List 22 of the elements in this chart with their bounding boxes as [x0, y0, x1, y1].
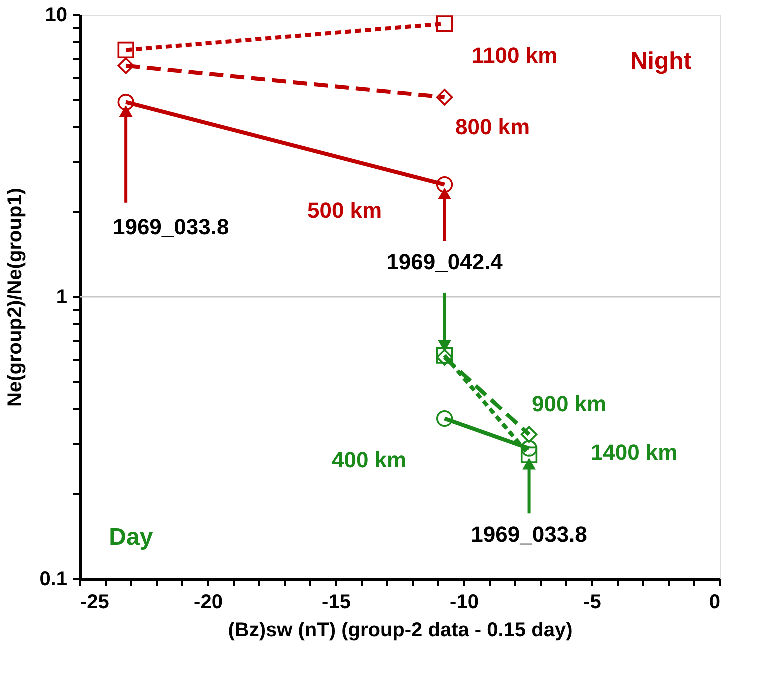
x-tick-label: -15: [322, 592, 351, 614]
series-label: 1100 km: [472, 42, 558, 68]
x-axis-title: (Bz)sw (nT) (group-2 data - 0.15 day): [228, 620, 573, 642]
x-tick-label: -25: [80, 592, 110, 614]
annotation: 1969_033.8: [471, 522, 588, 548]
annotation: 1969_033.8: [112, 214, 230, 240]
x-tick-label: -20: [194, 592, 223, 614]
annotation: Night: [630, 48, 692, 76]
x-tick-label: -5: [584, 592, 602, 614]
y-tick-label: 1: [56, 286, 68, 308]
series-label: 500 km: [307, 198, 382, 223]
annotation: Day: [109, 524, 154, 551]
annotation: 1969_042.4: [386, 250, 504, 275]
x-tick-label: 0: [709, 592, 720, 614]
y-tick-label: 10: [45, 4, 68, 26]
x-tick-label: -10: [450, 592, 479, 614]
y-axis-title: Ne(group2)/Ne(group1): [4, 188, 27, 407]
series-label: 900 km: [532, 392, 607, 417]
series-label: 400 km: [332, 448, 407, 473]
y-tick-label: 0.1: [40, 568, 68, 590]
text: 1400 km: [590, 440, 678, 466]
series-label: 800 km: [455, 114, 530, 140]
